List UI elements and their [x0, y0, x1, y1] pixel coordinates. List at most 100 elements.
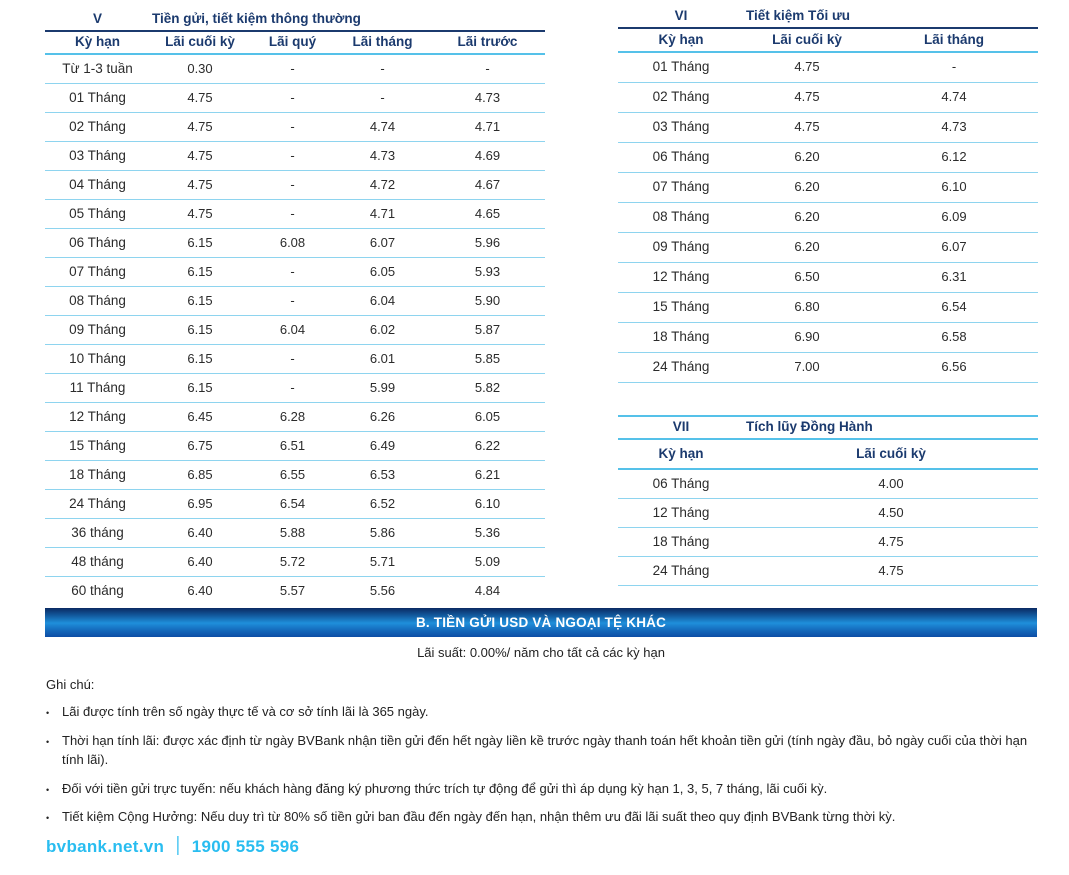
rate-cell: 5.96 — [474, 234, 501, 250]
table-row: 12 Tháng 4.50 — [618, 499, 1038, 528]
term-cell: 05 Tháng — [69, 205, 126, 221]
rate-cell: 6.04 — [279, 321, 306, 337]
footer-separator: | — [175, 834, 181, 856]
rate-cell: 6.40 — [187, 524, 213, 540]
note-text: Đối với tiền gửi trực tuyến: nếu khách h… — [62, 780, 828, 796]
rate-cell: 4.74 — [941, 89, 967, 105]
rate-cell: - — [290, 205, 295, 221]
note-item: • Đối với tiền gửi trực tuyến: nếu khách … — [46, 780, 1036, 799]
rate-cell: 4.50 — [878, 504, 904, 520]
rate-cell: - — [485, 60, 490, 76]
rate-cell: 6.54 — [279, 495, 306, 511]
rate-cell: 5.90 — [474, 292, 501, 308]
footer-phone: 1900 555 596 — [191, 836, 300, 856]
term-cell: 15 Tháng — [652, 299, 710, 315]
rate-cell: 5.88 — [279, 524, 306, 540]
rate-cell: 5.99 — [369, 379, 396, 395]
section-id: VII — [672, 419, 690, 435]
rate-cell: 6.40 — [187, 583, 213, 599]
note-text: Tiết kiệm Cộng Hưởng: Nếu duy trì từ 80%… — [62, 809, 896, 825]
table-regular-deposits: V Tiền gửi, tiết kiệm thông thường Kỳ hạn L… — [45, 8, 545, 606]
table-row: 24 Tháng 7.00 6.56 — [618, 353, 1038, 383]
rate-cell: 6.28 — [279, 408, 306, 424]
footer-website-link[interactable]: bvbank.net.vn — [46, 836, 165, 856]
table-row: 05 Tháng 4.75 - 4.71 4.65 — [45, 200, 545, 229]
rate-cell: 5.85 — [474, 350, 501, 366]
rate-cell: 6.20 — [794, 239, 820, 255]
term-cell: 48 tháng — [71, 553, 124, 569]
rate-cell: 4.71 — [369, 205, 396, 221]
bullet-icon: • — [46, 708, 50, 718]
rate-cell: 6.20 — [794, 149, 820, 165]
column-header: Kỳ hạn — [74, 34, 120, 50]
table-row: 06 Tháng 6.20 6.12 — [618, 143, 1038, 173]
term-cell: Từ 1-3 tuần — [62, 60, 133, 76]
rate-cell: - — [290, 263, 295, 279]
rate-cell: 6.21 — [474, 466, 501, 482]
rate-cell: - — [290, 118, 295, 134]
rate-cell: 6.80 — [794, 299, 820, 315]
rate-cell: 6.95 — [187, 495, 213, 511]
bullet-icon: • — [46, 813, 50, 824]
rate-cell: 6.15 — [187, 379, 213, 395]
rate-cell: 6.40 — [187, 553, 213, 569]
column-header: Lãi tháng — [352, 34, 413, 50]
table-row: 08 Tháng 6.15 - 6.04 5.90 — [45, 287, 545, 316]
rate-cell: - — [290, 292, 295, 308]
rate-cell: 4.75 — [187, 118, 213, 134]
table-optimal-savings: VI Tiết kiệm Tối ưu Kỳ hạn Lãi cuối kỳ Lãi t… — [618, 5, 1038, 383]
table-row: 12 Tháng 6.45 6.28 6.26 6.05 — [45, 403, 545, 432]
term-cell: 12 Tháng — [69, 408, 126, 424]
notes-section: Ghi chú: • Lãi được tính trên số ngày thự… — [46, 677, 1036, 837]
rate-cell: 5.09 — [474, 553, 501, 569]
table-row: 24 Tháng 6.95 6.54 6.52 6.10 — [45, 490, 545, 519]
bullet-icon: • — [46, 736, 50, 747]
rate-cell: 6.15 — [187, 234, 213, 250]
notes-list: • Lãi được tính trên số ngày thực tế và c… — [46, 703, 1036, 827]
note-item: • Thời hạn tính lãi: được xác định từ ngà… — [46, 732, 1036, 770]
term-cell: 09 Tháng — [69, 321, 126, 337]
rate-cell: 6.15 — [187, 321, 213, 337]
footer: bvbank.net.vn | 1900 555 596 — [46, 834, 300, 858]
rate-cell: 6.15 — [187, 263, 213, 279]
rate-cell: 4.73 — [369, 147, 396, 163]
rate-cell: 6.90 — [794, 329, 820, 345]
section-title-row: VI Tiết kiệm Tối ưu — [618, 5, 1038, 29]
term-cell: 10 Tháng — [69, 350, 126, 366]
rate-cell: 6.55 — [279, 466, 306, 482]
rate-cell: 4.69 — [474, 147, 501, 163]
usd-rate-note: Lãi suất: 0.00%/ năm cho tất cả các kỳ h… — [417, 645, 665, 660]
rate-cell: 5.72 — [279, 553, 306, 569]
column-header: Lãi cuối kỳ — [772, 31, 842, 47]
rate-cell: 5.56 — [369, 583, 396, 599]
bullet-icon: • — [46, 784, 50, 795]
rate-cell: - — [380, 89, 385, 105]
column-header: Lãi cuối kỳ — [856, 445, 926, 461]
note-text: Thời hạn tính lãi: được xác định từ ngày… — [62, 732, 1028, 767]
column-header-row: Kỳ hạn Lãi cuối kỳ Lãi tháng — [618, 29, 1038, 53]
note-item: • Lãi được tính trên số ngày thực tế và c… — [46, 703, 1036, 722]
rate-cell: 5.86 — [369, 524, 396, 540]
rate-cell: 6.09 — [941, 209, 967, 225]
term-cell: 01 Tháng — [69, 89, 126, 105]
table-row: 08 Tháng 6.20 6.09 — [618, 203, 1038, 233]
rate-cell: 6.12 — [941, 149, 967, 165]
table-row: 18 Tháng 4.75 — [618, 528, 1038, 557]
rate-cell: 6.50 — [794, 269, 820, 285]
table-row: 36 tháng 6.40 5.88 5.86 5.36 — [45, 519, 545, 548]
rate-cell: 6.75 — [187, 437, 213, 453]
term-cell: 04 Tháng — [69, 176, 126, 192]
rate-cell: 6.15 — [187, 350, 213, 366]
rate-cell: - — [290, 176, 295, 192]
rate-cell: 4.75 — [187, 89, 213, 105]
rate-cell: 6.85 — [187, 466, 213, 482]
rate-cell: 6.56 — [941, 359, 967, 375]
term-cell: 07 Tháng — [652, 179, 710, 195]
note-text: Lãi được tính trên số ngày thực tế và cơ… — [62, 704, 429, 719]
table-row: 10 Tháng 6.15 - 6.01 5.85 — [45, 345, 545, 374]
term-cell: 06 Tháng — [652, 149, 710, 165]
rate-cell: 6.22 — [474, 437, 501, 453]
term-cell: 60 tháng — [71, 583, 124, 599]
term-cell: 06 Tháng — [652, 475, 710, 491]
table-row: 06 Tháng 6.15 6.08 6.07 5.96 — [45, 229, 545, 258]
